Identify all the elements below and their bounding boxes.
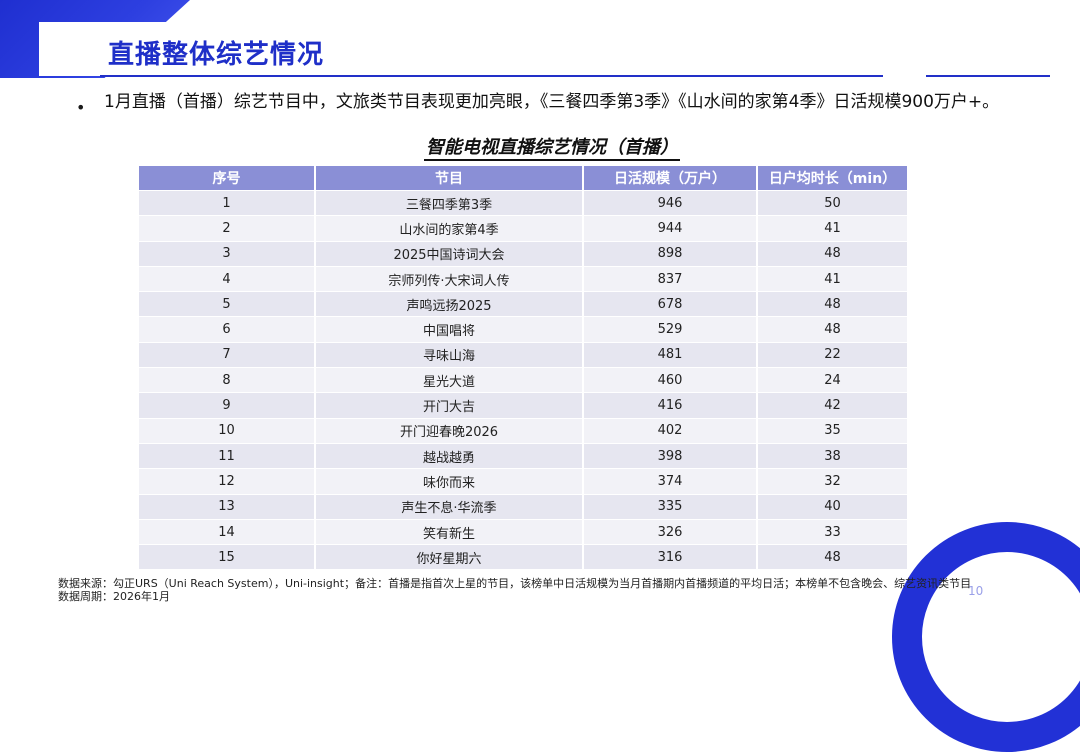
cell-rank: 13 (139, 493, 316, 520)
cell-duration: 48 (757, 544, 909, 570)
cell-rank: 10 (139, 417, 316, 444)
table-row: 5 声鸣远扬2025 678 48 (139, 291, 909, 317)
cell-rank: 7 (139, 341, 316, 368)
cell-duration: 32 (757, 468, 909, 495)
cell-rank: 8 (139, 367, 316, 393)
cell-dau: 481 (583, 341, 758, 368)
table-row: 7 寻味山海 481 22 (139, 341, 909, 368)
cell-rank: 9 (139, 392, 316, 419)
cell-duration: 48 (757, 316, 909, 343)
cell-program: 中国唱将 (315, 316, 584, 343)
footnote-period: 数据周期：2026年1月 (58, 590, 170, 603)
cell-program: 三餐四季第3季 (315, 189, 584, 216)
cell-duration: 38 (757, 442, 909, 469)
cell-program: 山水间的家第4季 (315, 215, 584, 242)
title-background (39, 22, 359, 76)
cell-duration: 50 (757, 189, 909, 216)
cell-program: 味你而来 (315, 468, 584, 495)
cell-duration: 33 (757, 518, 909, 545)
column-header-duration: 日户均时长（min） (757, 166, 909, 191)
ranking-table: 序号 节目 日活规模（万户） 日户均时长（min） 1 三餐四季第3季 946 50 2… (139, 166, 909, 570)
title-underline-right (926, 75, 1050, 77)
cell-program: 越战越勇 (315, 442, 584, 469)
cell-dau: 946 (583, 189, 758, 216)
cell-program: 声生不息·华流季 (315, 493, 584, 520)
cell-rank: 11 (139, 442, 316, 469)
table-row: 2 山水间的家第4季 944 41 (139, 215, 909, 242)
cell-duration: 41 (757, 215, 909, 242)
table-row: 11 越战越勇 398 38 (139, 442, 909, 469)
cell-duration: 41 (757, 265, 909, 292)
cell-dau: 398 (583, 442, 758, 469)
cell-program: 星光大道 (315, 367, 584, 393)
table-row: 15 你好星期六 316 48 (139, 544, 909, 570)
cell-dau: 460 (583, 367, 758, 393)
cell-dau: 678 (583, 291, 758, 317)
table-row: 13 声生不息·华流季 335 40 (139, 493, 909, 520)
cell-program: 寻味山海 (315, 341, 584, 368)
corner-decoration-bottom-right (892, 522, 1080, 752)
cell-duration: 48 (757, 291, 909, 317)
table-row: 10 开门迎春晚2026 402 35 (139, 417, 909, 444)
table-row: 6 中国唱将 529 48 (139, 316, 909, 343)
cell-duration: 24 (757, 367, 909, 393)
table-row: 8 星光大道 460 24 (139, 367, 909, 393)
table-row: 12 味你而来 374 32 (139, 468, 909, 495)
summary-bullet: 1月直播（首播）综艺节目中，文旅类节目表现更加亮眼，《三餐四季第3季》《山水间的… (104, 92, 1000, 112)
page-number: 10 (968, 584, 984, 598)
table-row: 1 三餐四季第3季 946 50 (139, 189, 909, 216)
cell-program: 声鸣远扬2025 (315, 291, 584, 317)
cell-dau: 326 (583, 518, 758, 545)
cell-dau: 837 (583, 265, 758, 292)
table-body: 1 三餐四季第3季 946 50 2 山水间的家第4季 944 41 3 2025中国诗词大会 89… (139, 189, 909, 570)
page-title: 直播整体综艺情况 (108, 40, 325, 70)
cell-dau: 944 (583, 215, 758, 242)
table-title-wrap: 智能电视直播综艺情况（首播） (0, 137, 1080, 161)
cell-duration: 48 (757, 240, 909, 267)
cell-duration: 35 (757, 417, 909, 444)
cell-rank: 5 (139, 291, 316, 317)
table-title: 智能电视直播综艺情况（首播） (424, 137, 680, 161)
cell-dau: 316 (583, 544, 758, 570)
cell-duration: 22 (757, 341, 909, 368)
cell-program: 笑有新生 (315, 518, 584, 545)
cell-rank: 3 (139, 240, 316, 267)
table-row: 9 开门大吉 416 42 (139, 392, 909, 419)
cell-program: 宗师列传·大宋词人传 (315, 265, 584, 292)
cell-dau: 529 (583, 316, 758, 343)
cell-dau: 898 (583, 240, 758, 267)
cell-dau: 402 (583, 417, 758, 444)
cell-rank: 2 (139, 215, 316, 242)
bullet-marker: • (76, 98, 86, 117)
cell-dau: 416 (583, 392, 758, 419)
cell-rank: 15 (139, 544, 316, 570)
cell-duration: 40 (757, 493, 909, 520)
column-header-program: 节目 (315, 166, 584, 191)
table-row: 4 宗师列传·大宋词人传 837 41 (139, 265, 909, 292)
cell-rank: 12 (139, 468, 316, 495)
cell-dau: 335 (583, 493, 758, 520)
column-header-dau: 日活规模（万户） (583, 166, 758, 191)
table-row: 3 2025中国诗词大会 898 48 (139, 240, 909, 267)
cell-program: 2025中国诗词大会 (315, 240, 584, 267)
cell-dau: 374 (583, 468, 758, 495)
cell-program: 开门大吉 (315, 392, 584, 419)
table-row: 14 笑有新生 326 33 (139, 518, 909, 545)
cell-rank: 4 (139, 265, 316, 292)
footnote: 数据来源：勾正URS（Uni Reach System），Uni-insight… (58, 577, 998, 603)
footnote-source: 数据来源：勾正URS（Uni Reach System），Uni-insight… (58, 577, 972, 590)
cell-rank: 6 (139, 316, 316, 343)
cell-rank: 1 (139, 189, 316, 216)
cell-rank: 14 (139, 518, 316, 545)
cell-program: 开门迎春晚2026 (315, 417, 584, 444)
title-underline (100, 75, 883, 77)
table-header-row: 序号 节目 日活规模（万户） 日户均时长（min） (139, 166, 909, 191)
cell-program: 你好星期六 (315, 544, 584, 570)
cell-duration: 42 (757, 392, 909, 419)
column-header-rank: 序号 (139, 166, 316, 191)
